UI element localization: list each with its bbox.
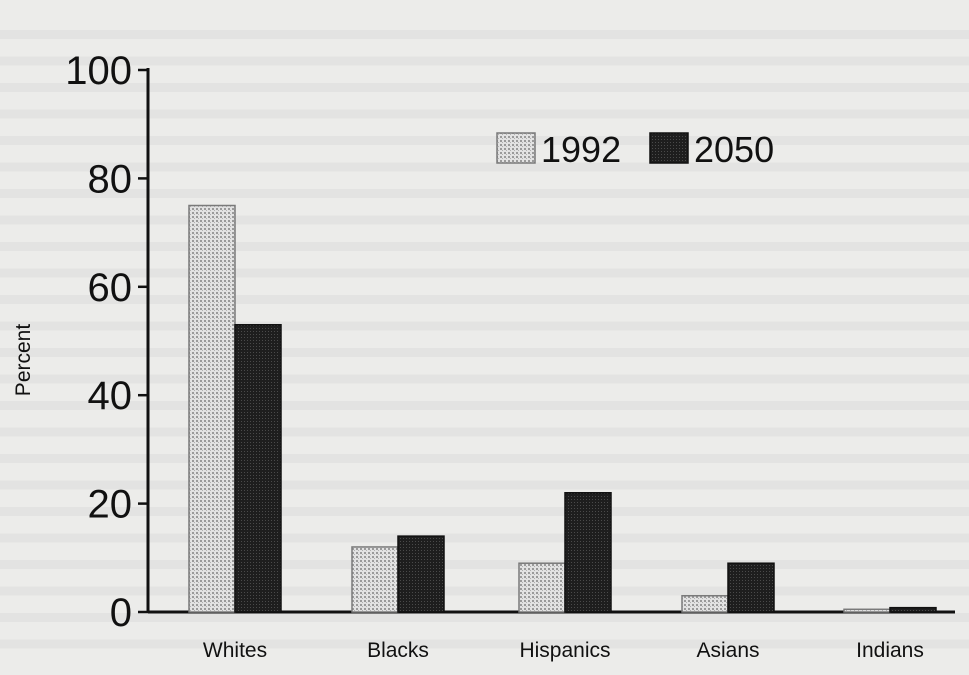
background-streak bbox=[0, 56, 969, 66]
background-streak bbox=[0, 136, 969, 145]
y-tick-label: 0 bbox=[110, 591, 132, 635]
background-streak bbox=[0, 321, 969, 331]
bar-hispanics-1992 bbox=[518, 562, 566, 613]
x-category-label: Asians bbox=[696, 639, 759, 662]
legend-swatch-2050 bbox=[649, 132, 689, 164]
background-streak bbox=[0, 401, 969, 410]
background-streak bbox=[0, 295, 969, 304]
background-streak bbox=[0, 480, 969, 490]
x-category-label: Whites bbox=[203, 639, 267, 662]
bar-indians-2050 bbox=[889, 606, 937, 613]
bar-whites-2050 bbox=[234, 323, 282, 613]
y-axis-title: Percent bbox=[12, 324, 35, 397]
background-streak bbox=[0, 507, 969, 516]
y-tick-label: 80 bbox=[88, 157, 133, 201]
bar-indians-1992 bbox=[843, 608, 891, 613]
background-streak bbox=[0, 83, 969, 92]
y-tick-label: 40 bbox=[88, 374, 133, 418]
background-streak bbox=[0, 639, 969, 649]
bar-blacks-1992 bbox=[351, 546, 399, 613]
bars bbox=[188, 204, 937, 613]
bar-whites-1992 bbox=[188, 204, 236, 613]
bar-hispanics-2050 bbox=[564, 492, 612, 613]
background-streak bbox=[0, 427, 969, 437]
y-tick-label: 60 bbox=[88, 266, 133, 310]
background-streak bbox=[0, 560, 969, 569]
background-streak bbox=[0, 586, 969, 596]
legend: 1992 2050 bbox=[496, 129, 774, 170]
background-streak bbox=[0, 189, 969, 198]
background-streak bbox=[0, 348, 969, 357]
legend-label-1992: 1992 bbox=[541, 129, 621, 170]
background-streak bbox=[0, 374, 969, 384]
bar-asians-1992 bbox=[681, 594, 729, 613]
background-streak bbox=[0, 215, 969, 225]
background-streak bbox=[0, 162, 969, 172]
x-category-label: Hispanics bbox=[519, 639, 610, 662]
y-tick-label: 100 bbox=[65, 49, 132, 93]
legend-label-2050: 2050 bbox=[694, 129, 774, 170]
x-category-label: Blacks bbox=[367, 639, 429, 662]
labels: 0 20 40 60 80 100 Percent Whites Blacks Hispanics… bbox=[12, 49, 924, 662]
bar-blacks-2050 bbox=[397, 535, 445, 613]
background-streak bbox=[0, 454, 969, 463]
legend-swatch-1992 bbox=[496, 132, 536, 164]
background-streak bbox=[0, 242, 969, 251]
background-streak bbox=[0, 109, 969, 119]
background-streak bbox=[0, 268, 969, 278]
background-streak bbox=[0, 533, 969, 543]
x-category-label: Indians bbox=[856, 639, 924, 662]
y-tick-label: 20 bbox=[88, 483, 133, 527]
background-streak bbox=[0, 30, 969, 39]
background-streak bbox=[0, 613, 969, 622]
bar-asians-2050 bbox=[727, 562, 775, 613]
